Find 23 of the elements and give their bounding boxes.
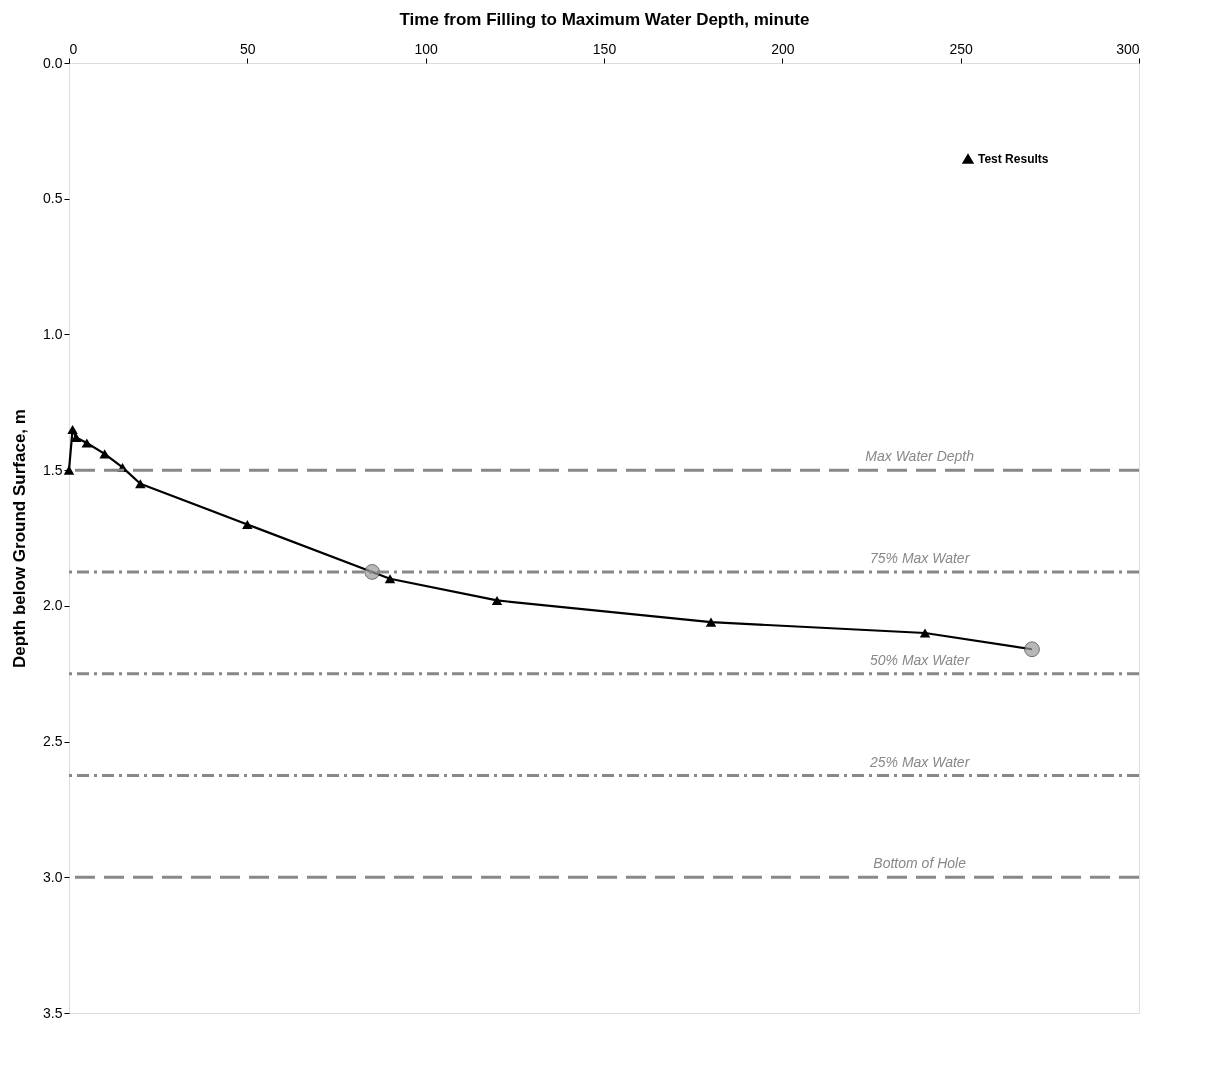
x-tick-label: 150 <box>592 40 617 57</box>
y-tick-label: 1.5 <box>43 461 63 478</box>
y-axis-title: Depth below Ground Surface, m <box>10 409 30 668</box>
x-tick-label: 100 <box>414 40 439 57</box>
y-tick-label: 3.0 <box>43 868 63 885</box>
ref-line-label: Bottom of Hole <box>873 855 967 872</box>
ref-line-label: 25% Max Water <box>868 753 971 770</box>
legend-label: Test Results <box>978 152 1049 166</box>
x-tick-label: 200 <box>771 40 795 57</box>
y-tick-label: 0.0 <box>43 54 63 71</box>
x-tick-label: 300 <box>1116 40 1140 57</box>
ref-line-label: 50% Max Water <box>869 651 971 668</box>
y-tick-label: 1.0 <box>43 325 63 342</box>
x-axis-title: Time from Filling to Maximum Water Depth, minute <box>399 9 810 29</box>
y-tick-label: 2.5 <box>43 733 63 750</box>
x-tick-label: 250 <box>949 40 974 57</box>
ref-line-label: Max Water Depth <box>865 448 975 465</box>
x-tick-label: 50 <box>240 40 256 57</box>
y-tick-label: 3.5 <box>43 1004 63 1021</box>
y-tick-label: 2.0 <box>43 597 63 614</box>
x-tick-label: 0 <box>69 40 78 57</box>
y-tick-label: 0.5 <box>43 190 63 207</box>
ref-line-label: 75% Max Water <box>869 549 971 566</box>
